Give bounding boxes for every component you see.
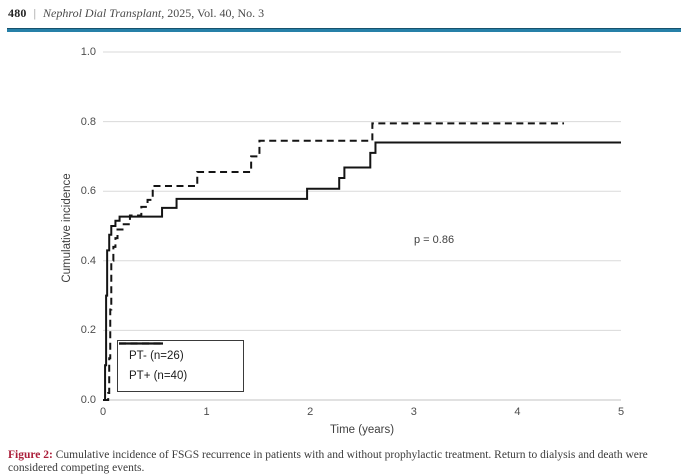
solid-line-sample-icon	[119, 342, 163, 345]
legend: PT- (n=26) PT+ (n=40)	[117, 340, 244, 392]
figure-caption-text: Cumulative incidence of FSGS recurrence …	[8, 449, 648, 474]
x-axis-title: Time (years)	[329, 424, 395, 436]
cumulative-incidence-chart: 0.0 0.2 0.4 0.6 0.8 1.0 0 1 2 3 4 5 Cumulative inc…	[0, 34, 698, 446]
curve-pt-plus	[103, 141, 621, 401]
x-tick-label: 3	[410, 406, 417, 418]
journal-citation-meta: , 2025, Vol. 40, No. 3	[161, 6, 265, 20]
y-tick-label: 0.4	[80, 254, 96, 267]
y-tick-label: 0.8	[80, 115, 96, 128]
running-header: 480 | Nephrol Dial Transplant, 2025, Vol. …	[8, 6, 264, 21]
legend-item-pt-plus: PT+ (n=40)	[118, 342, 243, 382]
x-tick-label: 4	[514, 406, 521, 418]
header-separator: |	[33, 6, 37, 20]
page-number: 480	[8, 6, 27, 20]
plot-canvas	[103, 51, 621, 401]
curve-pt-minus	[103, 122, 565, 401]
y-axis-title: Cumulative incidence	[61, 173, 73, 283]
legend-label-pt-minus: PT- (n=26)	[129, 350, 184, 363]
journal-title: Nephrol Dial Transplant	[43, 6, 162, 20]
p-value-annotation: p = 0.86	[414, 234, 455, 246]
legend-label-pt-plus: PT+ (n=40)	[129, 369, 188, 382]
y-tick-label: 0.0	[80, 394, 96, 406]
figure-caption: Figure 2: Cumulative incidence of FSGS r…	[8, 449, 686, 475]
x-tick-label: 5	[617, 406, 625, 418]
y-tick-label: 1.0	[80, 46, 96, 58]
x-tick-label: 1	[203, 406, 210, 418]
x-tick-label: 2	[307, 406, 314, 418]
y-tick-label: 0.6	[80, 185, 96, 198]
header-rule	[7, 28, 681, 32]
figure-label: Figure 2:	[8, 449, 53, 461]
y-tick-label: 0.2	[80, 324, 96, 337]
x-tick-label: 0	[99, 406, 107, 418]
legend-item-pt-minus: PT- (n=26)	[118, 342, 243, 363]
